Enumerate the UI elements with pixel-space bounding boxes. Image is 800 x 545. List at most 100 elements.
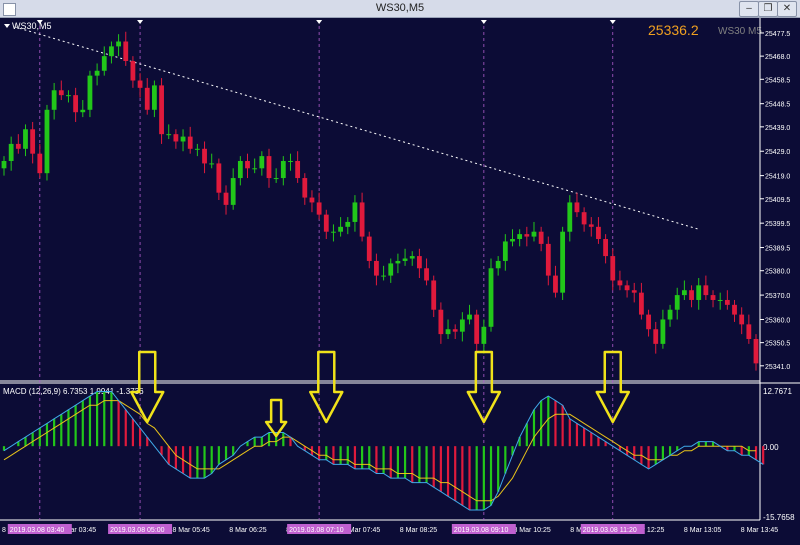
minimize-button[interactable]: ‒ [739,1,759,17]
candle-body [80,109,86,113]
vertical-marker-triangle-icon [480,20,487,24]
time-tick-label: 8 Mar 08:25 [400,527,437,534]
vertical-marker-triangle-icon [316,20,323,24]
candle-body [431,280,437,310]
candle-body [23,129,28,149]
candle-body [58,90,64,96]
candle-body [331,231,336,233]
price-tick-label: 25341.0 [765,364,790,371]
macd-lines [3,391,764,511]
macd-main-line [3,391,764,511]
candle-body [374,260,379,276]
candle-body [624,285,630,291]
candle-body [266,156,272,179]
candle-body [280,160,286,179]
candle-body [388,263,394,276]
candle-body [173,134,179,142]
candle-body [209,163,215,165]
price-tick-label: 25389.5 [765,246,790,253]
down-arrow-icon [129,350,165,424]
candle-body [130,61,136,81]
candle-body [101,56,107,71]
candle-body [581,212,587,225]
candle-body [152,85,157,110]
candle-body [30,129,36,154]
candle-body [495,260,501,269]
candle-body [252,168,258,170]
candle-body [646,314,651,330]
candle-body [710,295,716,300]
time-tick-label: 8 Mar 05:45 [172,527,209,534]
chart-menu-triangle-icon[interactable] [4,24,10,28]
price-tick-label: 25468.0 [765,54,790,61]
time-tick-label: 8 Mar 12:25 [627,527,664,534]
macd-histogram [2,391,765,510]
macd-axis-bottom: -15.7658 [763,513,795,522]
candle-body [345,221,351,227]
candle-body [323,214,329,232]
candle-body [15,143,21,149]
candle-body [739,314,745,325]
candle-body [295,160,301,179]
candle-body [359,202,365,237]
candle-body [510,239,515,242]
chart-canvas[interactable]: WS30,M5 25336.2 WS30 M5 25477.525468.025… [0,18,800,545]
candle-body [746,324,752,339]
candle-body [416,256,422,269]
price-tick-label: 25360.0 [765,317,790,324]
candle-body [166,134,172,136]
candle-body [732,304,737,315]
candle-body [302,178,308,198]
price-tick-label: 25429.0 [765,149,790,156]
price-tick-label: 25350.5 [765,341,790,348]
candle-body [674,295,680,310]
candle-body [144,87,150,110]
candle-body [574,202,580,213]
down-arrow-icon [595,350,631,424]
candle-body [44,109,50,174]
macd-signal-line [3,400,756,502]
chart-symbol-timeframe: WS30,M5 [12,21,52,31]
candle-body [603,239,608,257]
time-tick-label: 8 Mar 13:05 [684,527,721,534]
candle-body [216,163,222,193]
price-tick-label: 25380.0 [765,269,790,276]
candle-body [202,148,207,164]
time-highlight-box [287,524,352,534]
candle-body [338,226,344,232]
candle-body [309,197,315,203]
macd-indicator-label: MACD (12,26,9) 6.7353 1.9941 -1.3736 [3,387,144,396]
trendline-layer [14,26,699,230]
candle-body [445,329,451,335]
price-tick-label: 25409.5 [765,197,790,204]
candle-body [395,260,401,264]
candle-body [681,290,687,296]
time-tick-label: 8 Mar 06:25 [229,527,266,534]
candle-body [424,268,429,281]
candle-body [259,156,265,169]
candle-body [502,241,508,261]
window-titlebar[interactable]: WS30,M5 ‒ ❐ ✕ [0,0,800,18]
candle-body [459,319,465,332]
time-highlight-box [108,524,173,534]
candle-body [639,292,644,315]
time-highlight-label: 2019.03.08 11:20 [583,527,637,534]
candle-body [316,202,322,215]
down-arrow-icon [466,350,502,424]
time-highlight-label: 2019.03.08 09:10 [454,527,509,534]
candle-body [567,202,573,232]
candle-body [667,309,673,320]
vertical-marker-triangle-icon [609,20,616,24]
annotation-arrows [129,350,631,438]
price-tick-label: 25419.0 [765,174,790,181]
time-axis: 8 M8 Mar 03:458 Mar 05:058 Mar 05:458 Ma… [2,524,778,534]
time-highlight-label: 2019.03.08 07:10 [289,527,344,534]
candle-body [51,90,57,110]
candle-body [467,314,472,320]
restore-button[interactable]: ❐ [758,1,778,17]
candle-body [73,95,79,113]
candle-body [481,326,487,344]
close-button[interactable]: ✕ [777,1,797,17]
macd-axis-top: 12.7671 [763,387,792,396]
